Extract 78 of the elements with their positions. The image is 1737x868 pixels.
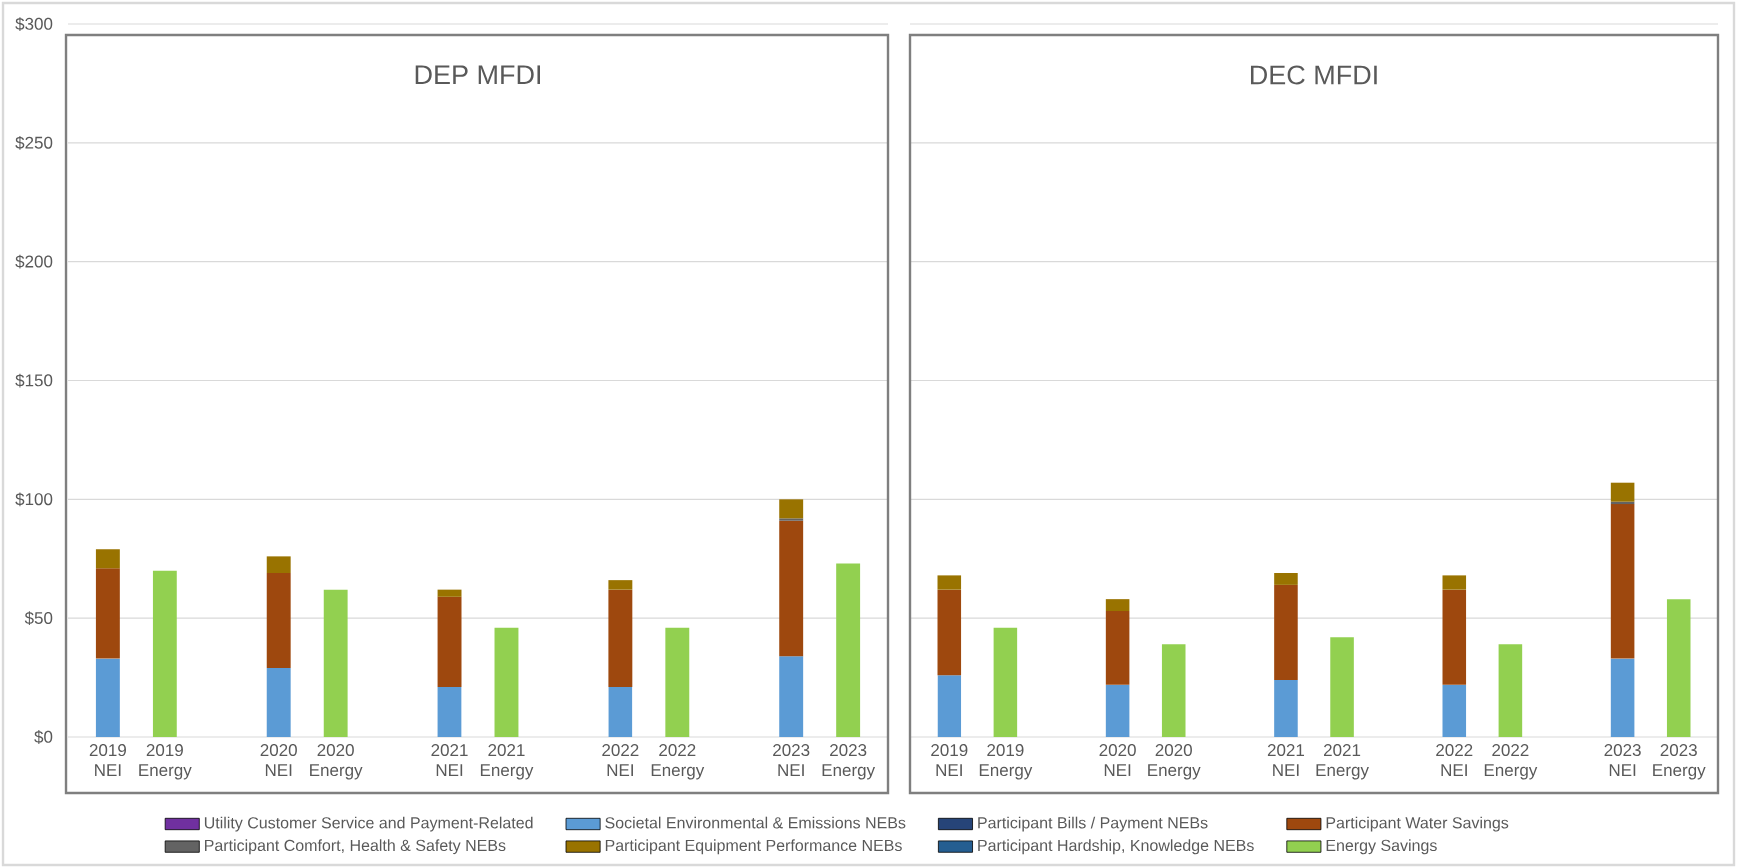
bar [95,658,120,737]
bar [608,687,633,737]
legend-label: Utility Customer Service and Payment-Related [204,816,533,832]
x-tick-label: 2022 NEI [1436,744,1473,776]
bar [836,563,861,737]
x-tick-label: 2021 Energy [1316,744,1369,780]
y-tick-label: $50 [24,611,53,626]
bar [95,568,120,659]
x-tick-label: 2020 NEI [260,744,297,776]
bar [1105,611,1130,685]
y-tick-label: $150 [15,373,53,388]
bar [437,687,462,737]
legend-label: Energy Savings [1326,839,1437,855]
bar [1105,599,1130,612]
bar [152,570,177,737]
legend-label: Participant Bills / Payment NEBs [978,816,1208,832]
bar [1610,658,1635,737]
bar [608,580,633,590]
x-tick-label: 2019 Energy [139,744,192,780]
bar [266,573,291,669]
x-tick-label: 2022 NEI [602,744,639,776]
y-tick-label: $100 [15,492,53,507]
x-tick-label: 2020 Energy [310,744,363,780]
bar [1330,637,1354,737]
legend-label: Participant Equipment Performance NEBs [605,839,902,855]
bar [779,520,804,657]
text: DEC MFDI [1250,65,1377,85]
bar [993,627,1018,737]
bar [1442,589,1467,685]
bar [608,589,633,688]
x-tick-label: 2021 Energy [480,744,534,780]
x-tick-label: 2020 NEI [1099,744,1136,776]
y-tick-label: $300 [15,17,53,31]
x-tick-label: 2023 NEI [1604,744,1641,776]
x-tick-label: 2023 Energy [822,744,876,780]
bar [266,668,291,737]
bar [1442,684,1467,737]
bar [1666,599,1691,737]
x-tick-label: 2022 Energy [651,744,705,780]
bar [1274,584,1298,680]
x-tick-label: 2019 NEI [89,744,126,776]
bar [665,627,690,737]
bar [1610,482,1635,502]
x-tick-label: 2022 Energy [1484,744,1538,780]
bar [779,656,804,737]
x-tick-label: 2023 NEI [773,744,810,776]
bar [1105,684,1130,737]
bar [937,575,962,590]
x-tick-label: 2019 Energy [979,744,1033,780]
x-tick-label: 2021 NEI [1267,744,1305,776]
bar [266,556,291,574]
bar [437,596,462,688]
x-tick-label: 2021 NEI [431,744,468,776]
bar [1442,575,1467,590]
legend-label: Participant Hardship, Knowledge NEBs [978,839,1254,855]
legend-label: Participant Water Savings [1326,816,1509,832]
bar [437,589,462,597]
bar [937,675,962,737]
bar [1274,573,1298,585]
bar [323,589,348,737]
text: DEP MFDI [415,65,540,84]
y-tick-label: $0 [34,730,53,744]
legend-label: Participant Comfort, Health & Safety NEBs [205,839,506,855]
bar [1161,644,1186,737]
bar [1610,504,1635,659]
bar [1498,644,1523,737]
x-tick-label: 2023 Energy [1653,744,1706,780]
y-tick-label: $200 [15,254,53,269]
x-tick-label: 2019 NEI [931,744,968,776]
bar [95,549,120,569]
bar [779,499,804,519]
x-tick-label: 2020 Energy [1148,744,1201,780]
y-tick-label: $250 [15,135,53,150]
bar [1274,679,1298,737]
bar [937,589,962,676]
bar [494,627,519,737]
bar [779,518,804,521]
legend-label: Societal Environmental & Emissions NEBs [605,816,906,829]
